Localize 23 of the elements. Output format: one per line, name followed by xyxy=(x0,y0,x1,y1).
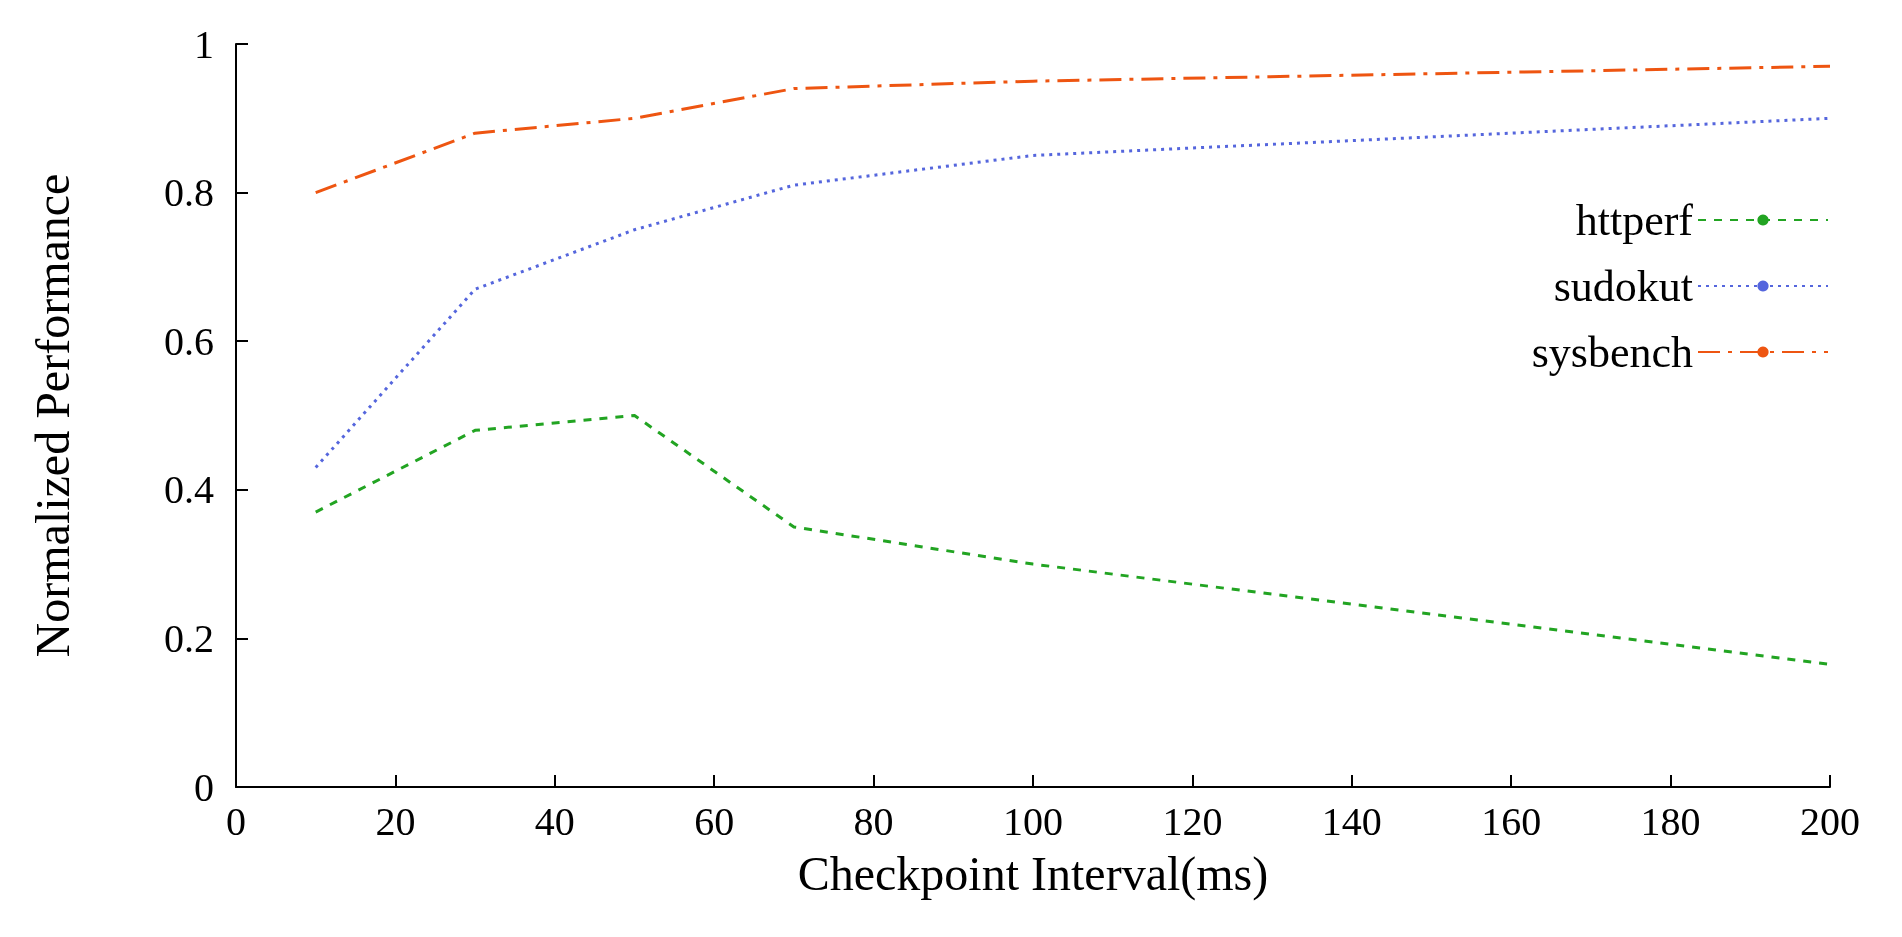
y-tick-label: 0.2 xyxy=(164,615,214,661)
x-tick-label: 40 xyxy=(534,798,575,844)
x-tick-label: 140 xyxy=(1321,798,1382,844)
line-series xyxy=(314,64,1832,195)
x-tick-label: 180 xyxy=(1640,798,1701,844)
x-tick-label: 80 xyxy=(853,798,894,844)
legend-label: httperf xyxy=(1575,195,1694,245)
x-tick-label: 0 xyxy=(226,798,246,844)
y-tick-label: 0.6 xyxy=(164,318,214,364)
y-tick-label: 0 xyxy=(194,764,214,810)
x-tick-label: 100 xyxy=(1003,798,1063,844)
x-tick-label: 20 xyxy=(375,798,416,844)
y-tick-label: 0.8 xyxy=(164,170,214,216)
x-tick-label: 160 xyxy=(1481,798,1542,844)
x-tick-label: 60 xyxy=(694,798,735,844)
x-axis-title: Checkpoint Interval(ms) xyxy=(797,846,1269,901)
y-tick-label: 0.4 xyxy=(164,467,214,513)
y-tick-label: 1 xyxy=(194,21,214,67)
y-axis-title: Normalized Performance xyxy=(25,173,79,658)
x-tick-label: 200 xyxy=(1800,798,1860,844)
x-tick-label: 120 xyxy=(1162,798,1223,844)
legend-label: sysbench xyxy=(1531,327,1693,377)
legend-label: sudokut xyxy=(1553,261,1693,311)
